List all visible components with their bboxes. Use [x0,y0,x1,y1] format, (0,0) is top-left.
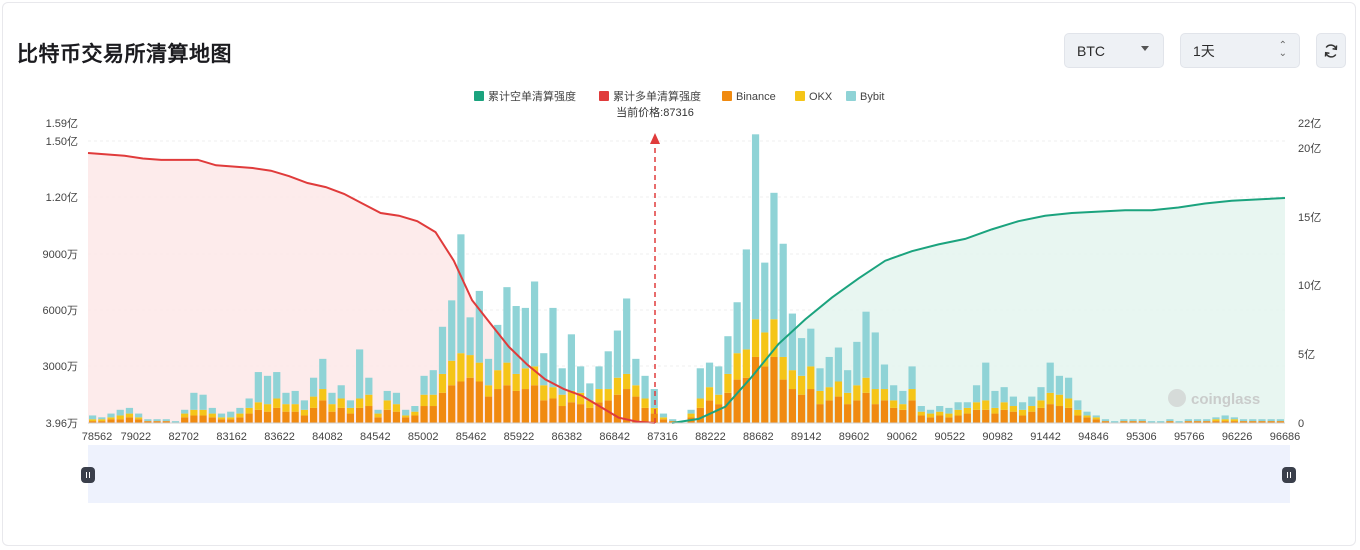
coin-select[interactable]: BTC [1064,33,1164,68]
period-select-value: 1天 [1193,42,1215,59]
refresh-icon [1324,43,1338,58]
up-down-icon: ⌃ ⌄ [1278,40,1287,59]
refresh-button[interactable] [1316,33,1346,68]
period-select[interactable]: 1天 ⌃ ⌄ [1180,33,1300,68]
page-title: 比特币交易所清算地图 [17,42,232,66]
caret-down-icon [1141,46,1149,51]
coin-select-value: BTC [1077,42,1105,59]
